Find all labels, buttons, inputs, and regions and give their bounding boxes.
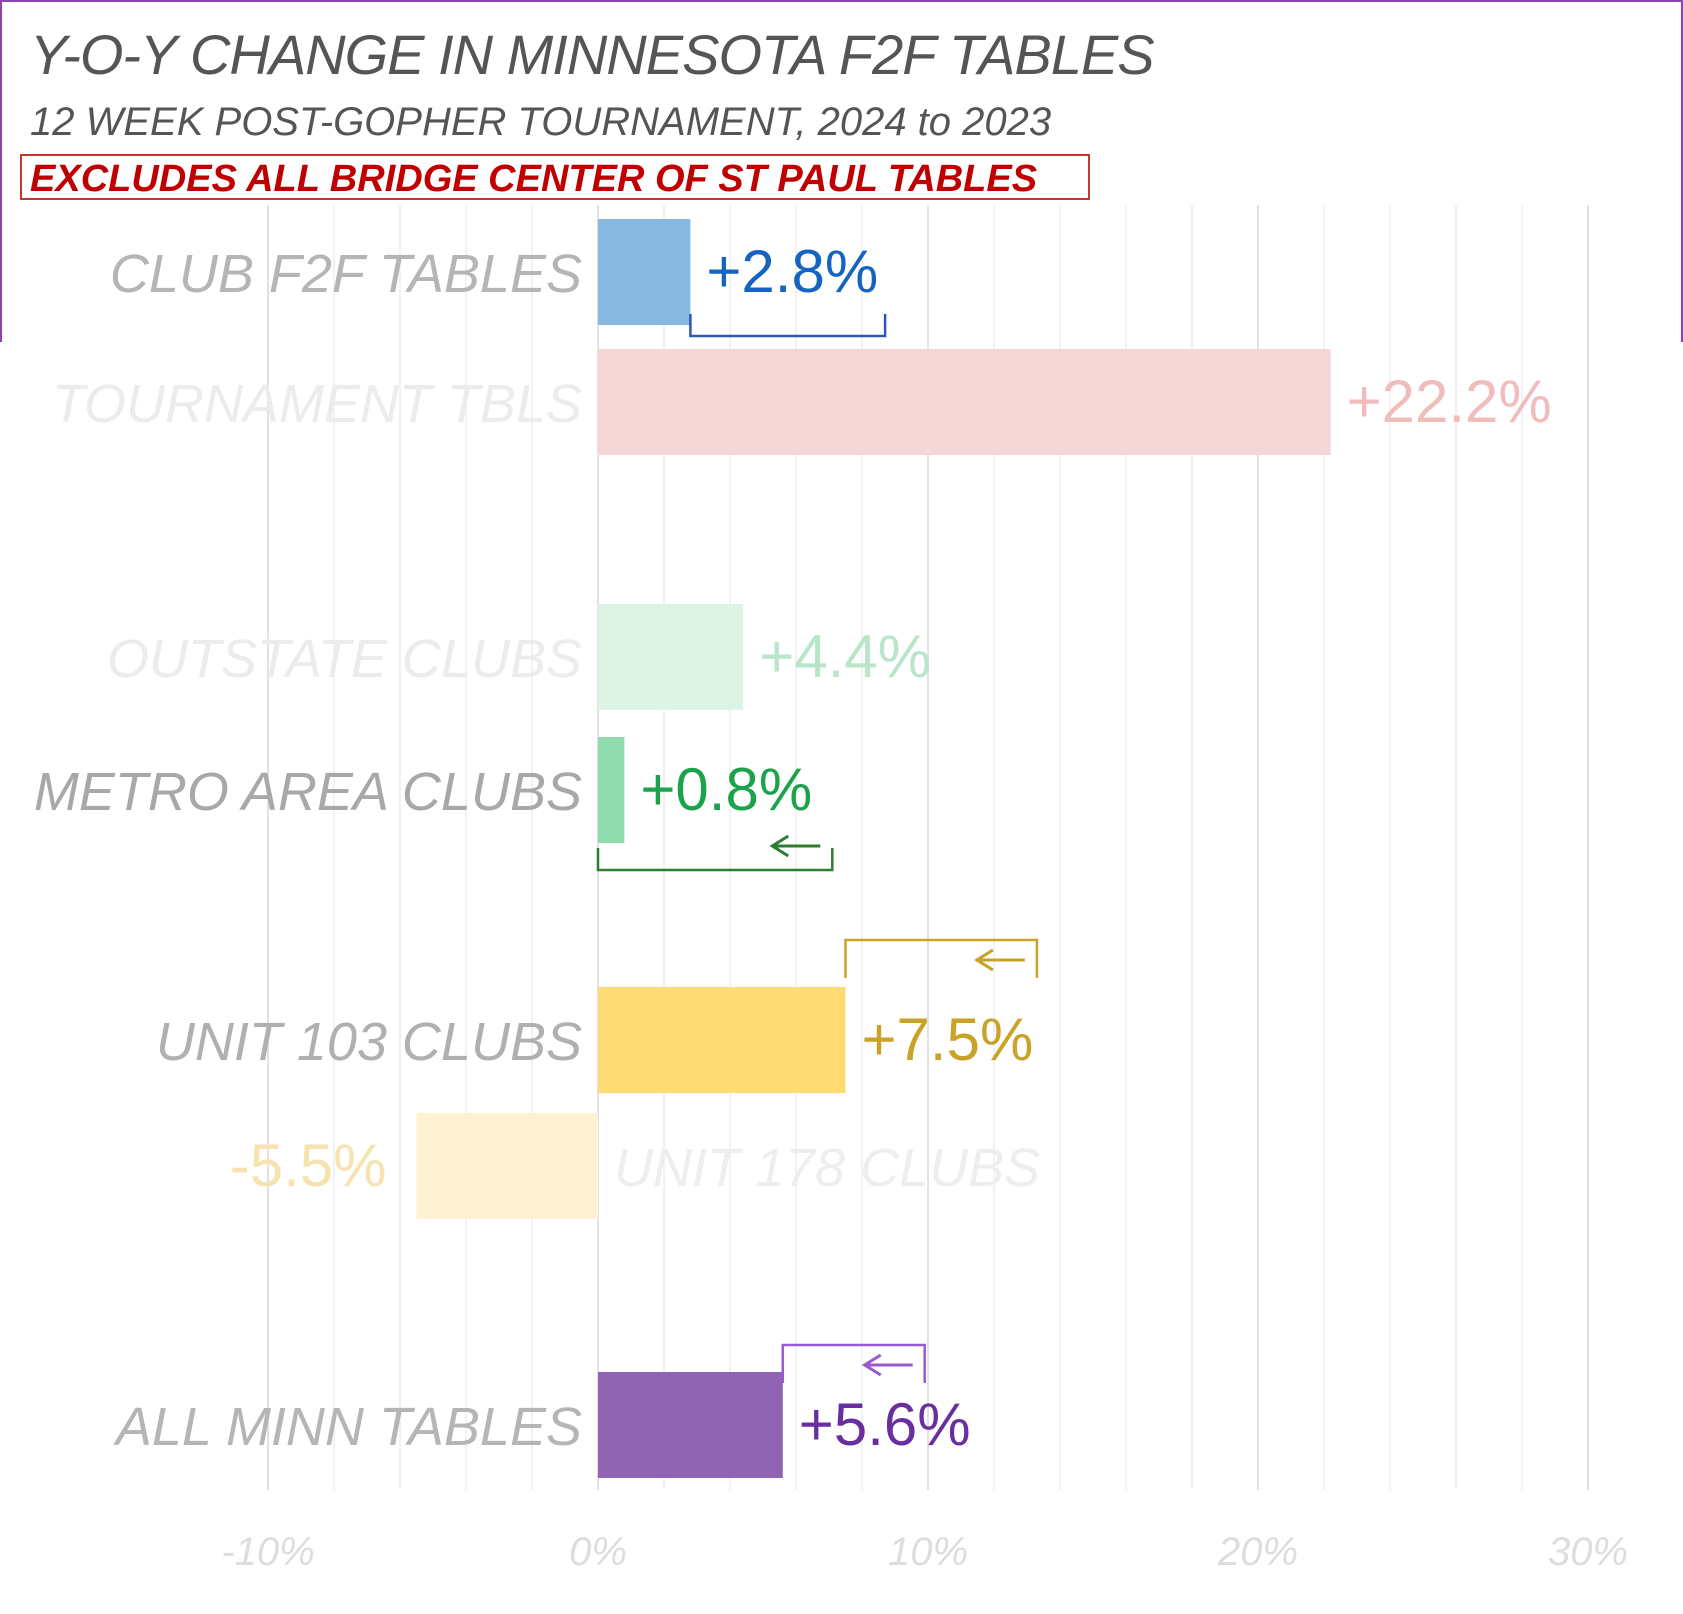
category-label: UNIT 103 CLUBS [156,1012,582,1072]
value-label: +4.4% [759,623,931,690]
frame-border-top [0,0,1683,2]
bar-unit-178-clubs [416,1113,598,1219]
bar-metro-area-clubs [598,737,625,843]
chart-subtitle: 12 WEEK POST-GOPHER TOURNAMENT, 2024 to … [30,100,1052,144]
bar-all-minn-tables [598,1372,783,1478]
bracket-annotation [689,314,887,338]
bar-tournament-tbls [598,349,1331,455]
x-tick-label: 20% [1217,1530,1298,1574]
x-tick-label: 0% [569,1530,627,1574]
bracket-annotation [781,1343,926,1383]
frame-border-right [1681,0,1683,342]
value-label: -5.5% [230,1132,387,1199]
bar-unit-103-clubs [598,987,846,1093]
category-label: UNIT 178 CLUBS [614,1138,1040,1198]
x-tick-label: -10% [221,1530,314,1574]
category-label: METRO AREA CLUBS [34,762,582,822]
bracket-annotations [596,314,1039,1383]
bars [416,219,1331,1478]
left-arrow-icon [974,948,1025,972]
labels: CLUB F2F TABLES +2.8% TOURNAMENT TBLS +22.2… [34,238,1628,1574]
value-label: +2.8% [706,238,878,305]
bar-outstate-clubs [598,604,744,710]
category-label: TOURNAMENT TBLS [52,374,582,434]
exclusion-note: EXCLUDES ALL BRIDGE CENTER OF ST PAUL TA… [20,154,1090,200]
category-label: ALL MINN TABLES [113,1397,582,1457]
value-label: +22.2% [1347,368,1552,435]
bracket-annotation [844,938,1039,978]
left-arrow-icon [769,834,821,858]
exclusion-note-text: EXCLUDES ALL BRIDGE CENTER OF ST PAUL TA… [30,158,1038,200]
bar-club-f2f-tables [598,219,691,325]
left-arrow-icon [861,1353,913,1377]
value-label: +5.6% [799,1391,971,1458]
bracket-annotation [596,848,834,872]
frame-border-left [0,0,2,342]
value-label: +0.8% [640,756,812,823]
chart-title: Y-O-Y CHANGE IN MINNESOTA F2F TABLES [30,23,1155,86]
category-label: CLUB F2F TABLES [110,244,582,304]
x-tick-label: 10% [888,1530,968,1574]
value-label: +7.5% [862,1006,1034,1073]
category-label: OUTSTATE CLUBS [107,629,582,689]
x-tick-label: 30% [1548,1530,1628,1574]
